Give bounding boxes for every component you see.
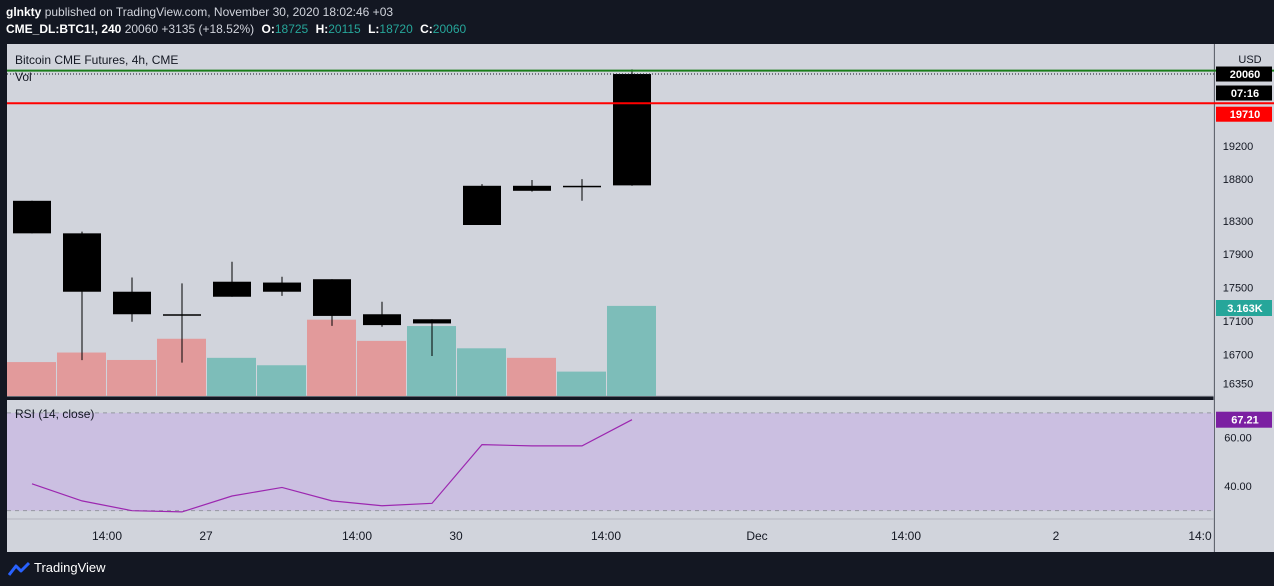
time-tick-label: 27: [199, 529, 213, 543]
candle-body[interactable]: [413, 319, 451, 324]
candle-body[interactable]: [613, 74, 651, 186]
close-value: 20060: [432, 22, 467, 36]
candle-body[interactable]: [163, 314, 201, 316]
publish-info: glnkty published on TradingView.com, Nov…: [6, 5, 393, 19]
time-tick-label: Dec: [746, 529, 767, 543]
volume-bar: [357, 340, 406, 396]
price-tick-label: 17100: [1223, 316, 1254, 328]
time-tick-label: 30: [449, 529, 463, 543]
open-value: 18725: [274, 22, 309, 36]
countdown-badge-bg: [1216, 85, 1272, 101]
volume-label: Vol: [15, 70, 32, 84]
time-tick-label: 14:0: [1188, 529, 1212, 543]
last-price-badge: 20060: [1230, 69, 1261, 81]
candle-body[interactable]: [113, 291, 151, 315]
line-price-badge: 19710: [1230, 109, 1261, 121]
line-price-badge-bg: [1216, 106, 1272, 122]
volume-bar: [507, 357, 556, 396]
rsi-label: RSI (14, close): [15, 407, 95, 421]
volume-bar: [257, 365, 306, 396]
rsi-tick-label: 60.00: [1224, 432, 1252, 444]
volume-bar: [207, 357, 256, 396]
price-tick-label: 17500: [1223, 283, 1254, 295]
rsi-band: [7, 412, 1214, 511]
time-tick-label: 14:00: [342, 529, 372, 543]
low-value: 18720: [379, 22, 413, 36]
volume-bar: [107, 359, 156, 396]
volume-bar: [7, 362, 56, 396]
time-axis[interactable]: [7, 520, 1214, 552]
candle-body[interactable]: [13, 200, 51, 234]
rsi-line: [31, 419, 633, 513]
time-tick-label: 2: [1053, 529, 1060, 543]
symbol-info: CME_DL:BTC1!, 240 20060 +3135 (+18.52%) …: [6, 22, 466, 36]
price-tick-label: 19200: [1223, 141, 1254, 153]
rsi-badge: 67.21: [1231, 415, 1259, 427]
publish-text: published on TradingView.com, November 3…: [44, 5, 394, 19]
volume-bar: [307, 319, 356, 396]
volume-bar: [557, 371, 606, 396]
candle-body[interactable]: [263, 282, 301, 292]
time-tick-label: 14:00: [92, 529, 122, 543]
volume-bar: [457, 348, 506, 396]
footer: TradingView: [0, 552, 1274, 586]
time-tick-label: 14:00: [891, 529, 921, 543]
open-label: O:: [261, 22, 275, 36]
close-label: C:: [420, 22, 433, 36]
chart-area[interactable]: USD 19200 18800 18300 17900 17500 17100 16700 16…: [0, 44, 1274, 552]
tradingview-brand: TradingView: [34, 560, 106, 575]
price-tick-label: 17900: [1223, 249, 1254, 261]
chart-canvas[interactable]: USD 19200 18800 18300 17900 17500 17100 16700 16…: [0, 44, 1274, 552]
price-tick-label: 18300: [1223, 216, 1254, 228]
price-tick-label: 16700: [1223, 349, 1254, 361]
candle-body[interactable]: [63, 233, 101, 292]
last-price-badge-bg: [1216, 66, 1272, 82]
rsi-badge-bg: [1216, 411, 1272, 428]
price-change: +3135 (+18.52%): [161, 22, 255, 36]
author-name[interactable]: glnkty: [6, 5, 42, 19]
currency-label: USD: [1238, 54, 1261, 66]
tradingview-logo-icon: [8, 561, 30, 576]
last-price: 20060: [124, 22, 159, 36]
time-tick-label: 14:00: [591, 529, 621, 543]
volume-badge: 3.163K: [1227, 303, 1263, 315]
countdown-badge: 07:16: [1231, 88, 1259, 100]
low-label: L:: [368, 22, 380, 36]
price-tick-label: 18800: [1223, 174, 1254, 186]
price-tick-label: 16350: [1223, 378, 1254, 390]
candle-body[interactable]: [363, 314, 401, 326]
candle-body[interactable]: [313, 279, 351, 316]
candle-body[interactable]: [463, 185, 501, 225]
candle-body[interactable]: [563, 185, 601, 188]
candle-body[interactable]: [513, 185, 551, 191]
high-label: H:: [315, 22, 329, 36]
price-axis[interactable]: [1215, 44, 1274, 552]
symbol-name[interactable]: CME_DL:BTC1!, 240: [6, 22, 122, 36]
publication-header: glnkty published on TradingView.com, Nov…: [0, 0, 1274, 44]
pane-title: Bitcoin CME Futures, 4h, CME: [15, 53, 179, 67]
candle-body[interactable]: [213, 281, 251, 297]
rsi-tick-label: 40.00: [1224, 481, 1252, 493]
volume-bar: [607, 305, 656, 396]
volume-badge-bg: [1216, 300, 1272, 316]
high-value: 20115: [328, 22, 361, 36]
